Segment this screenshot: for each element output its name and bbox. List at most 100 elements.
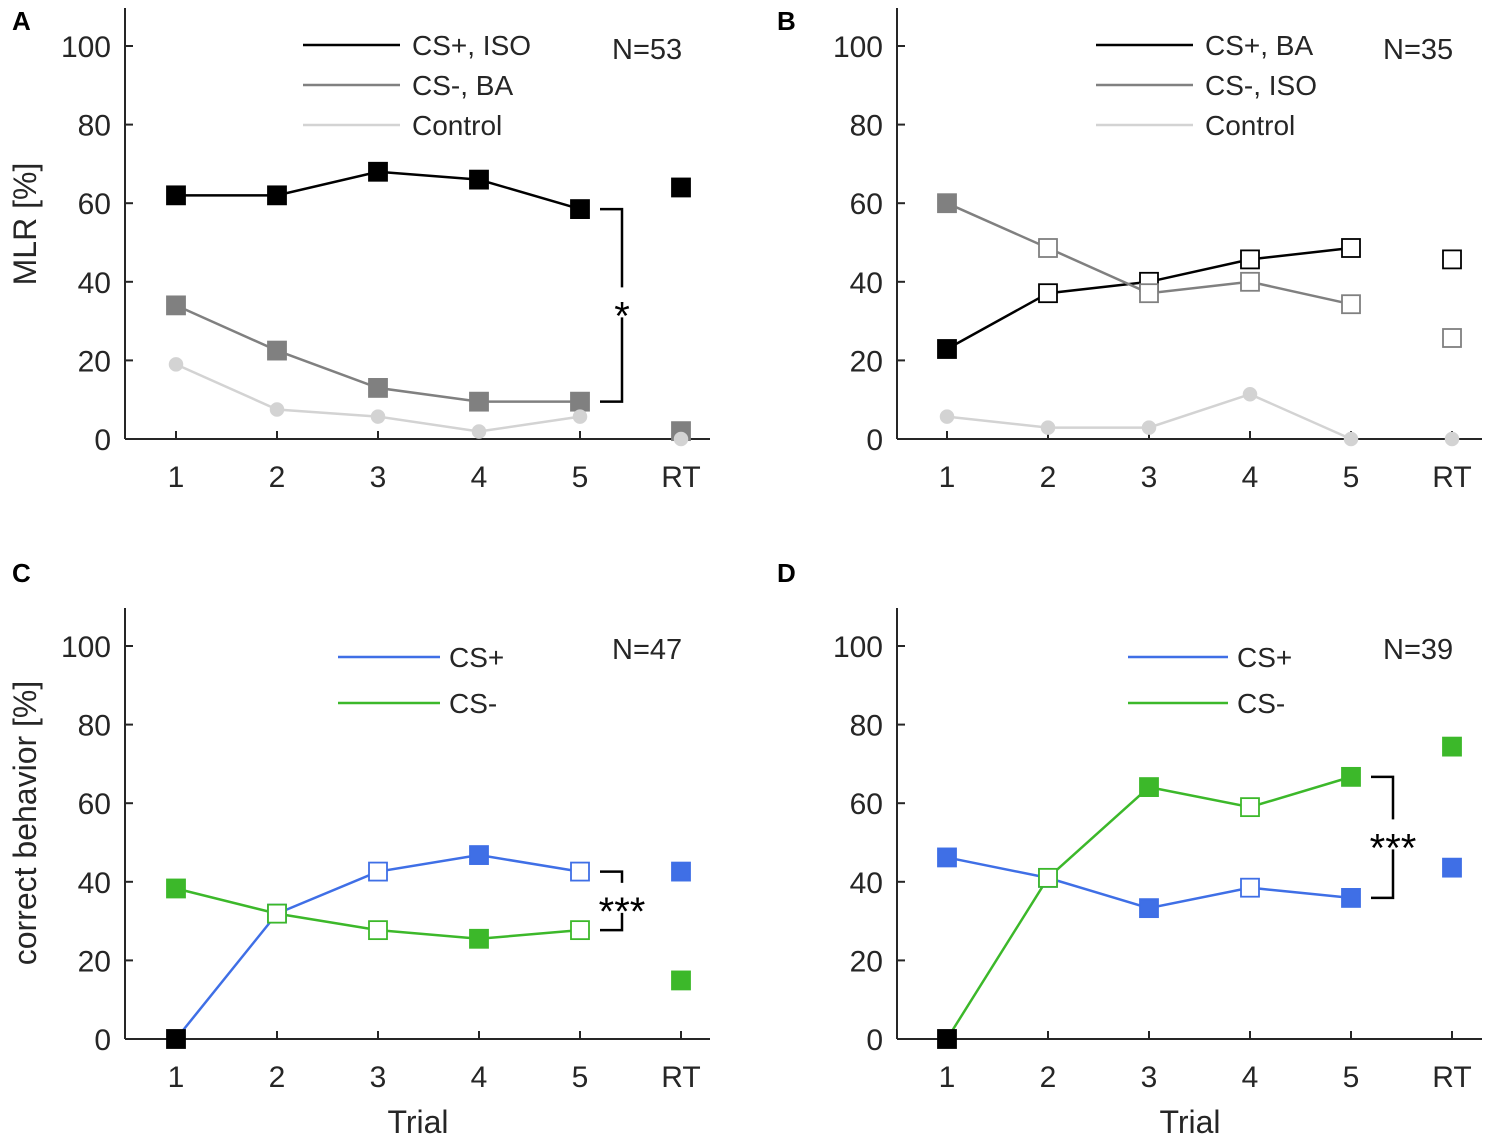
y-tick-label: 40 [850, 867, 883, 900]
x-tick-label: 2 [1040, 461, 1057, 494]
data-point [471, 424, 487, 439]
data-point [1038, 867, 1058, 888]
panel-letter: B [777, 6, 796, 36]
y-tick-label: 0 [94, 1024, 111, 1057]
x-tick-label: 2 [269, 461, 286, 494]
data-point [1442, 857, 1462, 878]
y-tick-label: 40 [78, 867, 111, 900]
x-tick-label: 5 [1343, 1061, 1360, 1094]
x-tick-label: 5 [1343, 461, 1360, 494]
data-point [1139, 283, 1159, 304]
legend-label: CS- [449, 688, 497, 719]
data-point [368, 920, 388, 941]
x-tick-label: 3 [370, 461, 387, 494]
y-tick-label: 60 [78, 788, 111, 821]
significance-label: *** [1370, 826, 1417, 870]
y-tick-label: 20 [78, 345, 111, 378]
panel-d: D 0 20 40 60 80 100 1 2 3 4 5 RT Trial CS+ CS- N=39 *** [777, 558, 1482, 1140]
legend-label: CS+, BA [1205, 30, 1313, 61]
x-tick-label: 2 [1040, 1061, 1057, 1094]
x-tick-label: 1 [939, 461, 956, 494]
data-point [469, 391, 489, 412]
x-axis-label: Trial [1159, 1104, 1220, 1140]
data-point [1139, 777, 1159, 797]
data-point [267, 185, 287, 206]
data-point [671, 970, 691, 991]
data-point [937, 847, 957, 868]
data-point [671, 177, 691, 198]
y-tick-label: 0 [94, 424, 111, 457]
data-point [1240, 271, 1260, 292]
legend-label: Control [412, 110, 502, 141]
data-point [1240, 249, 1260, 270]
significance-label: * [614, 294, 630, 338]
y-tick-label: 100 [61, 31, 111, 64]
panel-letter: A [12, 6, 31, 36]
data-point [1341, 888, 1361, 908]
x-tick-label: 3 [370, 1061, 387, 1094]
data-point [937, 1029, 957, 1049]
x-tick-label: 1 [939, 1061, 956, 1094]
data-point [166, 878, 186, 899]
data-point [1038, 283, 1058, 304]
data-point [166, 1029, 186, 1049]
y-tick-label: 0 [866, 424, 883, 457]
x-tick-label: RT [1432, 461, 1471, 494]
legend-label: CS-, ISO [1205, 70, 1317, 101]
y-tick-label: 20 [850, 345, 883, 378]
legend-label: Control [1205, 110, 1295, 141]
data-point [1444, 431, 1460, 447]
data-point [1240, 797, 1260, 818]
data-point [166, 295, 186, 316]
y-tick-label: 40 [78, 267, 111, 300]
n-label: N=35 [1383, 34, 1453, 66]
data-point [1442, 736, 1462, 757]
y-tick-label: 80 [850, 710, 883, 743]
panel-c: C 0 20 40 60 80 100 1 2 3 4 5 RT correct behavior [%]… [7, 558, 710, 1140]
x-tick-label: RT [661, 461, 700, 494]
legend-label: CS+, ISO [412, 30, 531, 61]
data-point [939, 409, 955, 424]
data-point [570, 920, 590, 941]
y-tick-label: 60 [850, 188, 883, 221]
data-point [267, 903, 287, 924]
data-point [570, 391, 590, 412]
x-axis-label: Trial [387, 1104, 448, 1140]
data-point [1343, 431, 1359, 447]
data-point [368, 378, 388, 398]
x-tick-label: 5 [572, 1061, 589, 1094]
y-tick-label: 100 [833, 631, 883, 664]
x-tick-label: 3 [1141, 1061, 1158, 1094]
x-tick-label: 5 [572, 461, 589, 494]
x-tick-label: RT [661, 1061, 700, 1094]
panel-a: A 0 20 40 60 80 100 1 2 3 4 5 RT MLR [%] CS+, ISO CS-, … [7, 6, 710, 494]
series-line-0 [175, 853, 581, 1040]
data-point [469, 845, 489, 865]
data-point [469, 169, 489, 190]
panel-b: B 0 20 40 60 80 100 1 2 3 4 5 RT CS+, BA CS-, ISO Contr… [777, 6, 1482, 494]
data-point [1141, 420, 1157, 435]
n-label: N=47 [612, 634, 682, 666]
x-tick-label: 4 [1242, 461, 1259, 494]
data-point [166, 185, 186, 206]
panel-letter: D [777, 558, 796, 588]
x-tick-label: 1 [168, 461, 185, 494]
legend-label: CS+ [1237, 642, 1292, 673]
x-tick-label: 3 [1141, 461, 1158, 494]
data-point [368, 861, 388, 882]
y-axis-label: MLR [%] [7, 163, 43, 286]
data-point [370, 409, 386, 424]
data-point [570, 199, 590, 219]
legend-label: CS-, BA [412, 70, 513, 101]
data-point [937, 339, 957, 359]
data-point [1242, 386, 1258, 402]
y-tick-label: 100 [833, 31, 883, 64]
data-point [1038, 238, 1058, 258]
y-tick-label: 100 [61, 631, 111, 664]
panel-letter: C [12, 558, 31, 588]
legend-label: CS+ [449, 642, 504, 673]
x-tick-label: 4 [471, 1061, 488, 1094]
y-tick-label: 80 [78, 110, 111, 143]
significance-gap [1363, 819, 1423, 850]
